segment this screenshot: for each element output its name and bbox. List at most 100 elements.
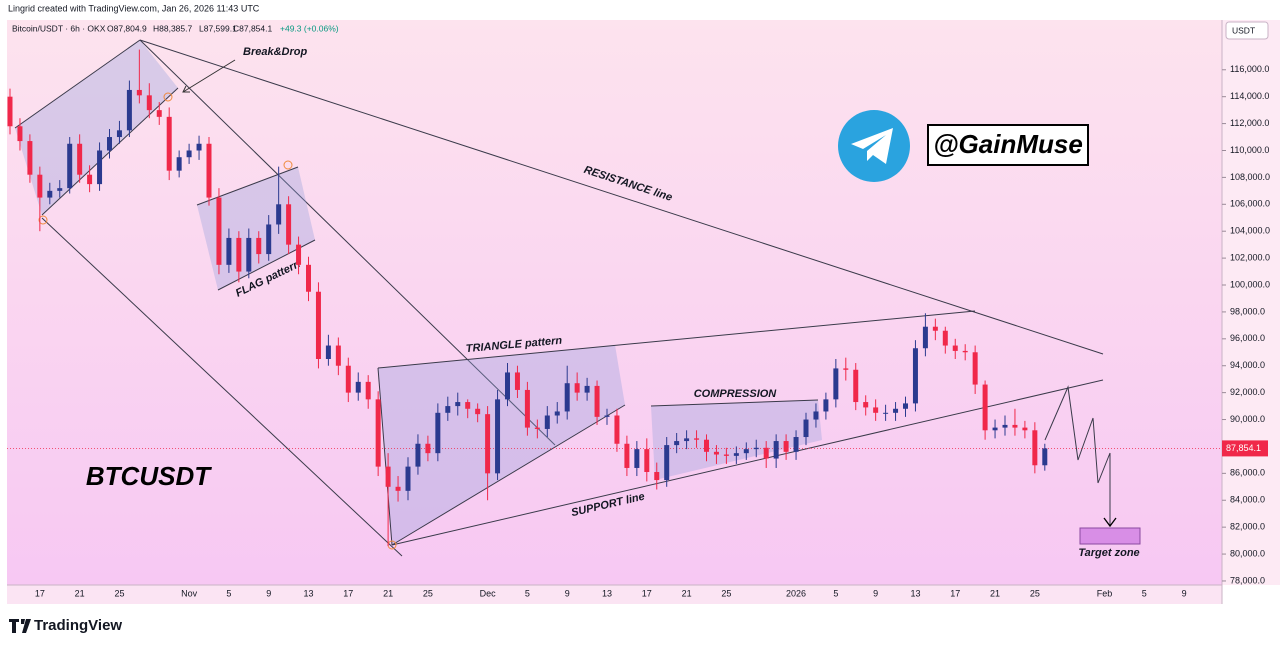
channel-line [41,217,403,557]
handle-box [927,124,1089,166]
candle-body [624,443,630,468]
candle-body [992,427,998,431]
candle-body [146,95,152,111]
candle-body [544,415,550,429]
y-tick-label: 112,000.0 [1230,118,1269,128]
triangle-line [391,404,626,546]
telegram-plane [851,128,893,164]
x-tick-label: Nov [181,588,198,598]
candle-body [495,399,501,474]
footer: TradingView [9,617,122,634]
candle-body [116,130,122,138]
candle-body [47,190,53,198]
y-tick-label: 104,000.0 [1230,226,1270,236]
candle-body [932,326,938,331]
candle-body [574,383,580,393]
candle-body [435,412,441,454]
candle-body [306,264,311,292]
candle-body [176,157,182,171]
candle-body [604,415,610,417]
handle: @GainMuse [933,129,1083,159]
plot-bg [7,20,1222,585]
triangle [378,345,625,545]
y-tick-label: 110,000.0 [1230,145,1269,155]
candle-body [733,453,739,456]
candle-body [584,385,590,393]
candle-body [365,381,371,400]
y-tick-label: 86,000.0 [1230,468,1265,478]
y-tick-label: 94,000.0 [1230,360,1265,370]
candle-body [455,402,461,407]
projection [1044,385,1111,525]
x-tick-label: 9 [873,588,878,598]
candle-body [216,197,222,265]
arrow-head [1103,517,1117,528]
x-tick-label: 13 [910,588,920,598]
x-tick-label: Dec [480,588,497,598]
candle-body [405,466,411,491]
candle-body [345,365,351,393]
x-tick-label: 5 [1142,588,1147,598]
currency: USDT [1232,25,1255,35]
flag-line [196,166,299,206]
legend-bar: Bitcoin/USDT · 6h · OKX O87,804.9 H88,38… [12,23,339,33]
x-tick-label: 5 [833,588,838,598]
candle-body [644,449,650,472]
symbol: Bitcoin/USDT · 6h · OKX [12,23,106,33]
y-tick-label: 92,000.0 [1230,387,1265,397]
candle-body [425,443,431,454]
candle-body [97,150,103,185]
x-tick-label: 5 [226,588,231,598]
candle-body [873,407,879,413]
candle-body [186,150,192,158]
candle-body [395,486,401,491]
candle-body [17,126,23,142]
candle-body [823,399,829,412]
resistance-line [139,39,1104,355]
candle-body [743,449,749,454]
last-price-box [1222,440,1268,457]
pivot-markers [38,92,397,550]
promo: @GainMuse [838,110,1089,182]
y-tick-label: 78,000.0 [1230,575,1265,585]
candle-body [843,368,849,370]
currency-box [1225,21,1269,40]
candle-body [415,443,421,467]
credit: Lingrid created with TradingView.com, Ja… [8,3,260,13]
candle-body [196,143,202,151]
x-tick-label: 21 [990,588,1000,598]
candle-body [893,408,899,413]
x-tick-label: 25 [114,588,124,598]
annotation: Target zone [1078,547,1139,559]
y-tick-label: 102,000.0 [1230,252,1270,262]
candle-body [654,472,660,481]
axes: 78,000.0 80,000.0 82,000.0 84,000.0 86,000.0… [7,64,1270,598]
candle-body [903,403,908,409]
x-tick-label: 17 [642,588,652,598]
candle-body [694,438,700,440]
arrow-head [182,85,190,93]
x-tick-label: 21 [75,588,85,598]
candle-body [355,381,361,393]
price-axis-bg [1222,20,1280,585]
candle-body [57,188,63,191]
candle-body [972,352,978,385]
y-tick-label: 98,000.0 [1230,306,1265,316]
candle-body [325,345,331,359]
candle-body [922,326,928,349]
candle-body [524,389,530,428]
pivot [283,160,293,170]
x-tick-label: 9 [565,588,570,598]
candle-body [853,369,859,403]
candle-body [246,237,252,272]
x-tick-label: 25 [423,588,433,598]
candle-body [156,110,162,117]
candle-body [505,372,510,400]
target-zone [1079,527,1141,545]
channel-line [14,39,141,129]
candle-body [385,466,391,487]
compression-line [650,399,819,407]
x-tick-label: 2026 [786,588,806,598]
candle-body [1012,424,1018,428]
candle-body [1002,424,1008,428]
